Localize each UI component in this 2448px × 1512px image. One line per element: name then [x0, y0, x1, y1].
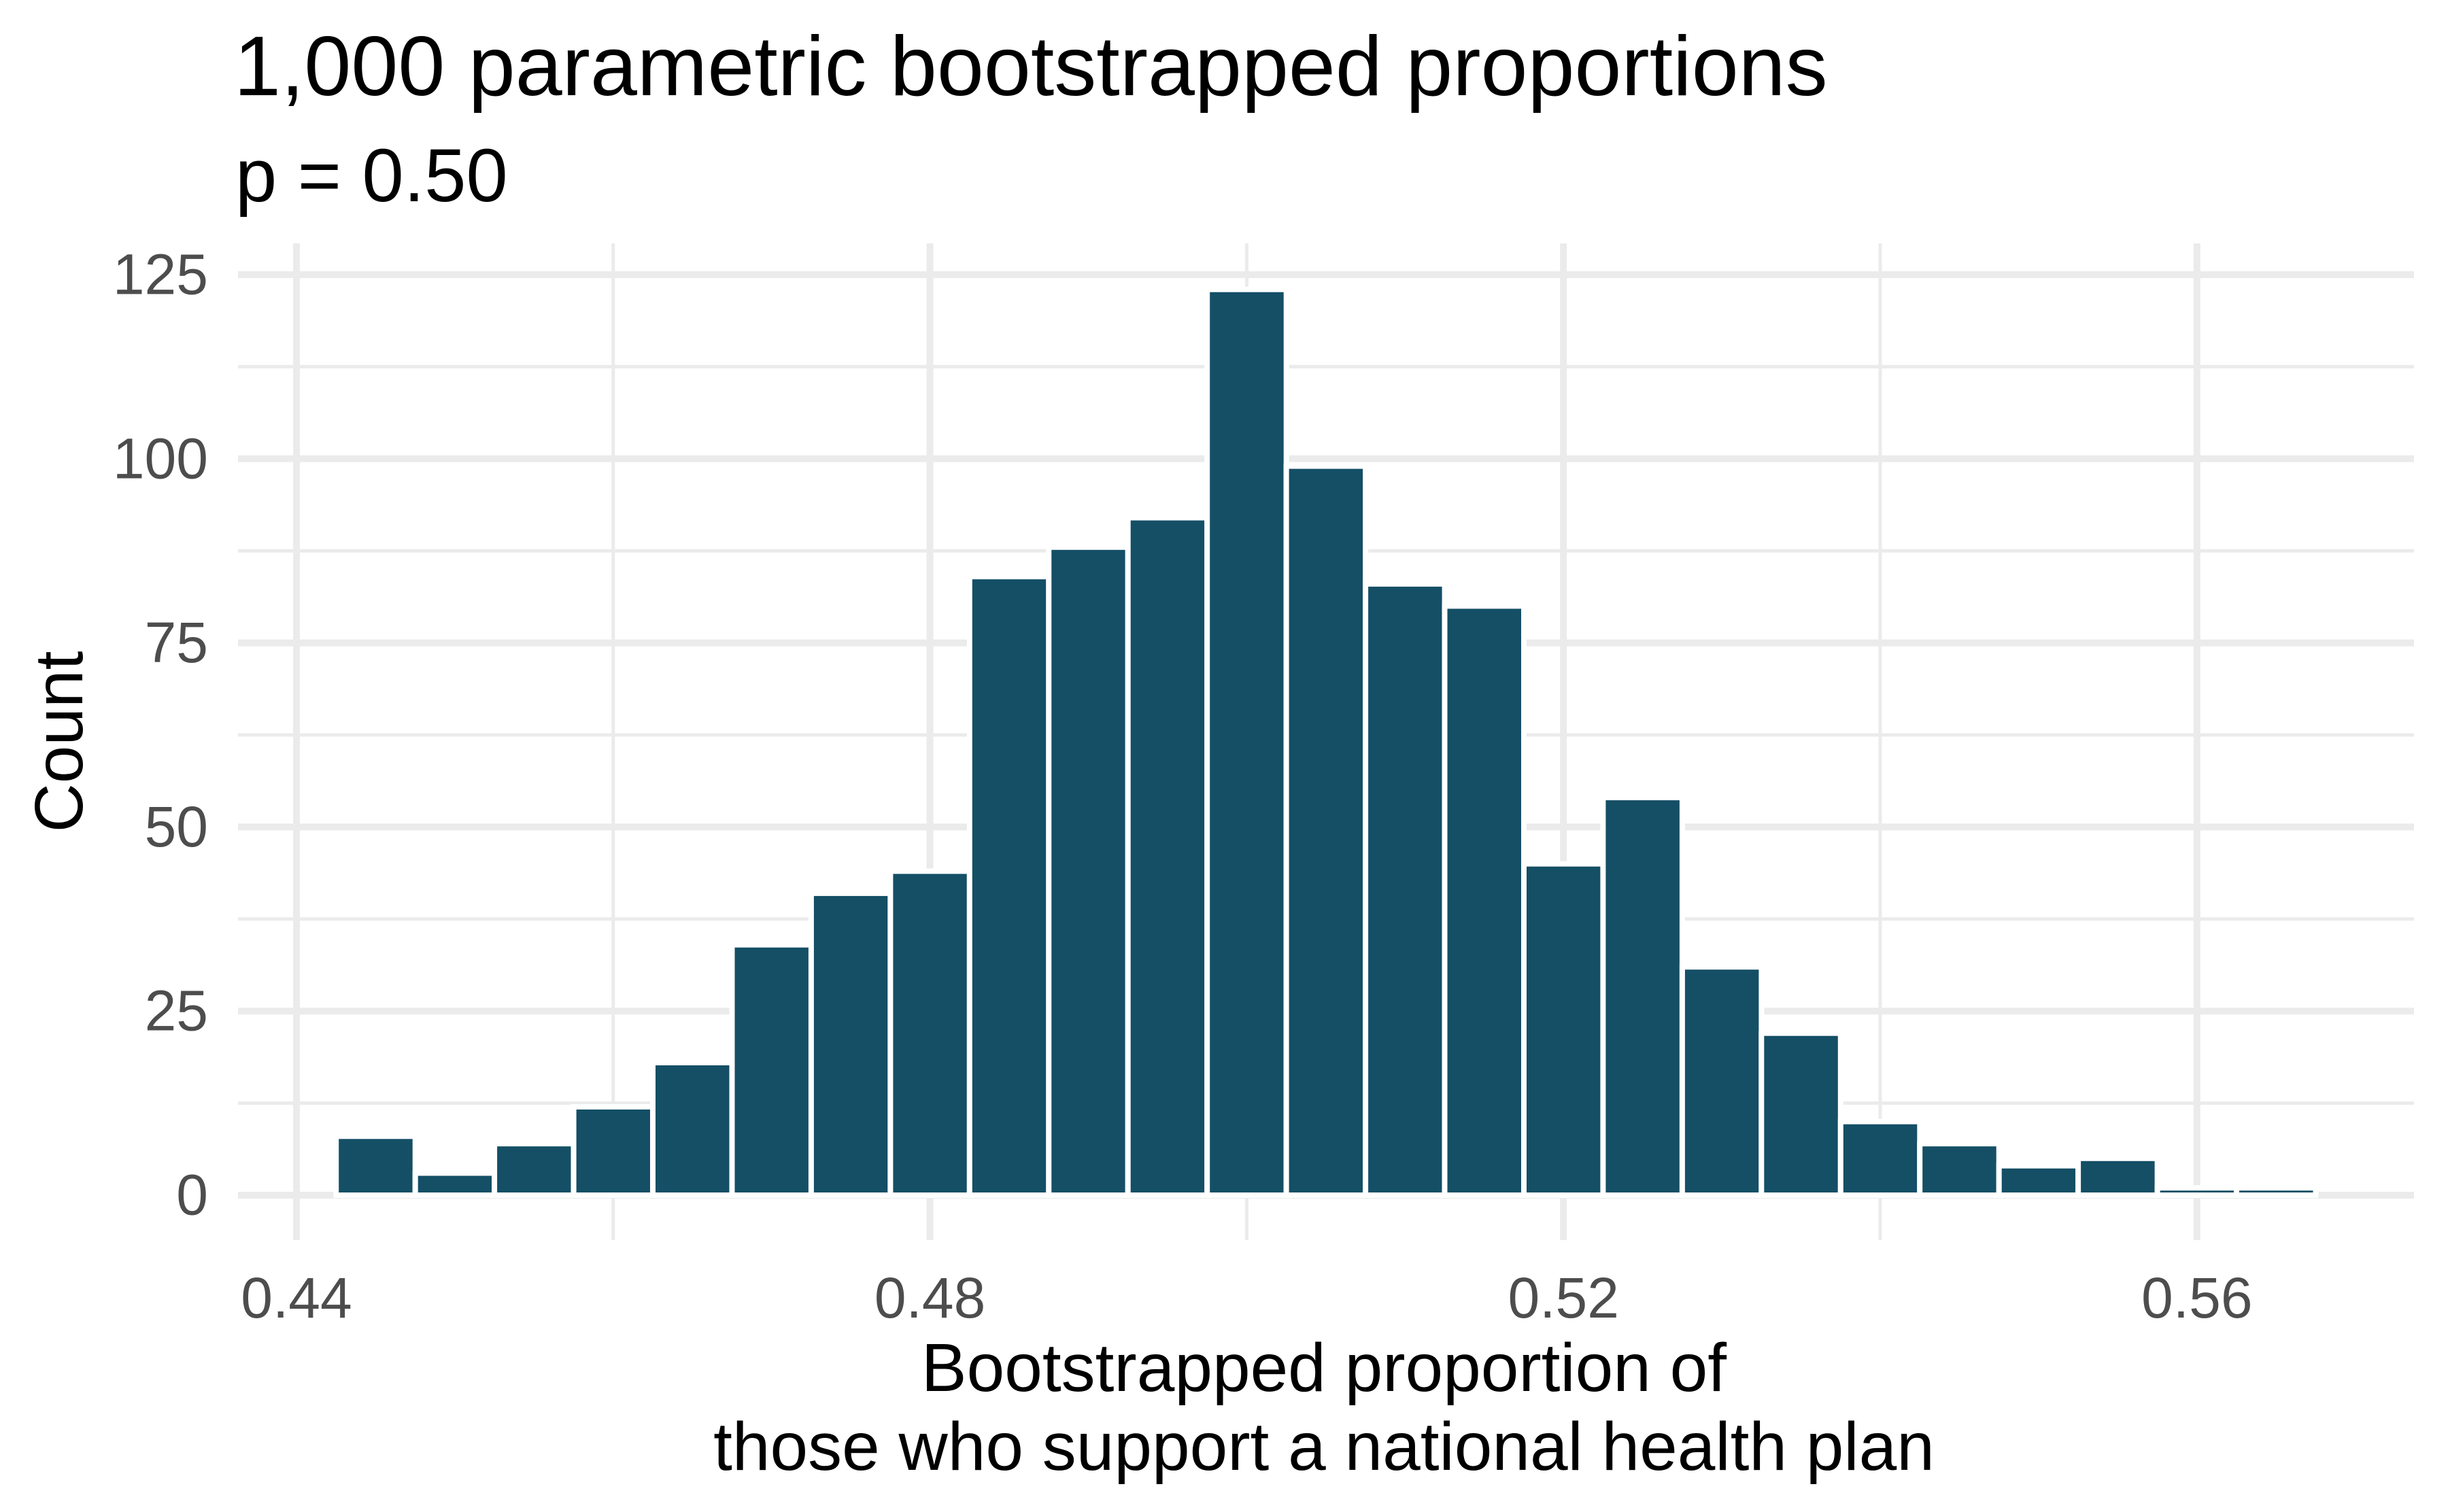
svg-text:0.52: 0.52 [1508, 1266, 1619, 1330]
svg-text:25: 25 [145, 979, 208, 1043]
svg-text:0: 0 [176, 1163, 208, 1227]
svg-text:50: 50 [145, 795, 208, 859]
svg-text:0.56: 0.56 [2141, 1266, 2253, 1330]
svg-text:p = 0.50: p = 0.50 [235, 134, 508, 218]
svg-text:those who support a national h: those who support a national health plan [713, 1409, 1935, 1485]
svg-text:Bootstrapped proportion of: Bootstrapped proportion of [921, 1330, 1727, 1406]
svg-text:0.48: 0.48 [874, 1266, 986, 1330]
svg-text:125: 125 [113, 243, 208, 307]
svg-text:0.44: 0.44 [241, 1266, 352, 1330]
svg-text:75: 75 [145, 611, 208, 674]
svg-text:Count: Count [21, 651, 97, 832]
svg-text:1,000 parametric bootstrapped: 1,000 parametric bootstrapped proportion… [234, 20, 1828, 114]
svg-text:100: 100 [113, 426, 208, 490]
